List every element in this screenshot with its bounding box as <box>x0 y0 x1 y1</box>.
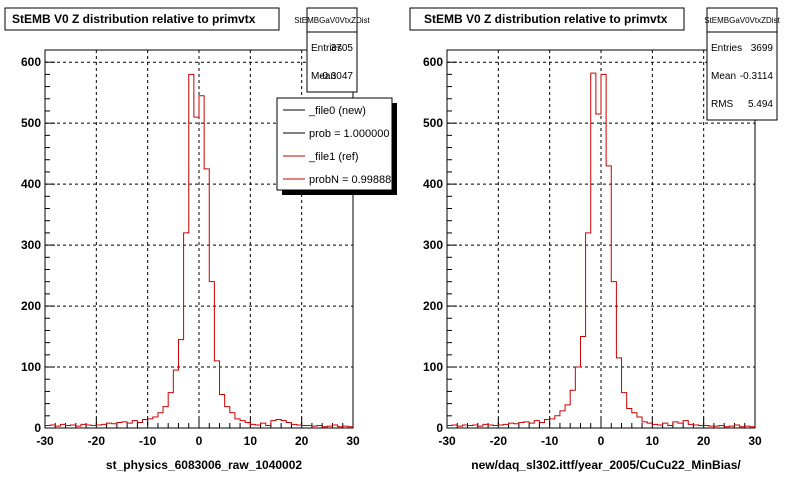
y-tick-label: 200 <box>423 299 443 313</box>
stats-value: 3699 <box>751 43 774 54</box>
stats-name: StEMBGaV0VtxZDist <box>704 16 780 25</box>
x-tick-label: -20 <box>490 434 508 448</box>
histogram-panel-right: StEMB V0 Z distribution relative to prim… <box>409 7 781 472</box>
stats-box <box>306 7 358 93</box>
y-tick-label: 600 <box>21 55 41 69</box>
legend-box <box>276 97 393 191</box>
y-tick-label: 600 <box>423 55 443 69</box>
x-tick-label: 30 <box>346 434 360 448</box>
y-tick-label: 100 <box>423 360 443 374</box>
chart-title: StEMB V0 Z distribution relative to prim… <box>424 12 668 26</box>
x-tick-label: 0 <box>196 434 203 448</box>
x-tick-label: 20 <box>295 434 309 448</box>
stats-value: -0.3114 <box>740 71 774 82</box>
y-tick-label: 500 <box>423 116 443 130</box>
x-tick-label: 10 <box>244 434 258 448</box>
x-tick-label: -30 <box>438 434 456 448</box>
chart-title: StEMB V0 Z distribution relative to prim… <box>12 12 256 26</box>
y-tick-label: 100 <box>21 360 41 374</box>
legend-entry: prob = 1.000000 <box>309 128 389 140</box>
stats-label: Mean <box>311 71 336 82</box>
y-tick-label: 300 <box>21 238 41 252</box>
stats-label: RMS <box>711 99 734 110</box>
x-axis-label: new/daq_sl302.ittf/year_2005/CuCu22_MinB… <box>471 458 741 472</box>
legend-entry: _file1 (ref) <box>308 151 359 163</box>
x-tick-label: 20 <box>697 434 711 448</box>
stats-box <box>706 7 778 121</box>
histogram-series-line <box>45 73 353 428</box>
x-tick-label: 30 <box>748 434 762 448</box>
title-box <box>409 7 685 31</box>
legend-entry: probN = 0.99888 <box>309 174 391 186</box>
stats-label: Entries <box>711 43 742 54</box>
x-tick-label: -30 <box>36 434 54 448</box>
title-box <box>4 7 280 31</box>
x-tick-label: 10 <box>646 434 660 448</box>
histogram-series-line <box>447 72 755 428</box>
stats-name: StEMBGaV0VtxZDist <box>294 16 370 25</box>
stats-value: 3705 <box>331 43 354 54</box>
histogram-panel-left: StEMB V0 Z distribution relative to prim… <box>4 7 397 472</box>
x-tick-label: -20 <box>88 434 106 448</box>
stats-label: Mean <box>711 71 736 82</box>
stats-label: Entries <box>311 43 342 54</box>
y-tick-label: 0 <box>436 421 443 435</box>
x-axis-label: st_physics_6083006_raw_1040002 <box>106 458 302 472</box>
y-tick-label: 500 <box>21 116 41 130</box>
x-tick-label: -10 <box>139 434 157 448</box>
y-tick-label: 300 <box>423 238 443 252</box>
stats-value: -0.3047 <box>319 71 353 82</box>
x-tick-label: 0 <box>598 434 605 448</box>
y-tick-label: 400 <box>21 177 41 191</box>
y-tick-label: 0 <box>34 421 41 435</box>
legend-entry: _file0 (new) <box>308 105 366 117</box>
x-tick-label: -10 <box>541 434 559 448</box>
stats-value: 5.494 <box>748 99 773 110</box>
y-tick-label: 200 <box>21 299 41 313</box>
y-tick-label: 400 <box>423 177 443 191</box>
